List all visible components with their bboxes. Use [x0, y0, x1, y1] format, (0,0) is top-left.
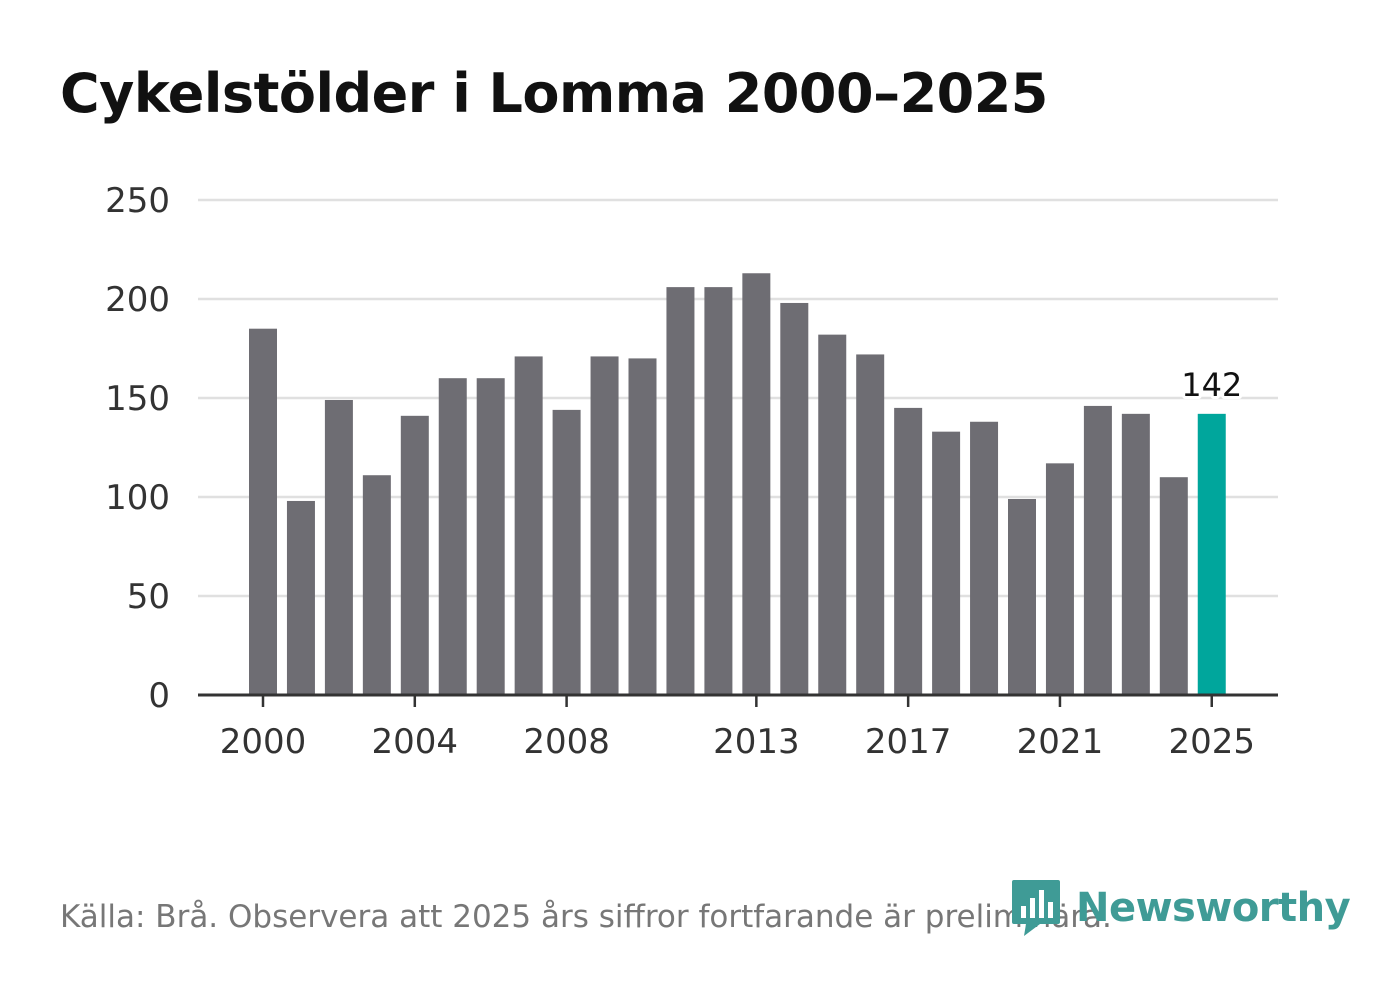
x-tick-label: 2025 — [1168, 722, 1255, 762]
bar-2007 — [514, 356, 543, 695]
bar-2001 — [286, 500, 315, 695]
bar-2011 — [666, 287, 695, 695]
data-labels: 142 — [1178, 363, 1245, 407]
data-label-2025: 142 — [1181, 366, 1242, 404]
bar-2012 — [704, 287, 733, 695]
y-axis-ticks: 0 50 100 150 200 250 — [105, 181, 170, 716]
x-tick-label: 2008 — [523, 722, 610, 762]
bar-2008 — [552, 409, 581, 695]
bar-2019 — [970, 421, 999, 695]
x-tick-label: 2021 — [1017, 722, 1104, 762]
bar-2013 — [742, 273, 771, 695]
bar-2017 — [894, 407, 923, 695]
bar-2014 — [780, 302, 809, 695]
y-tick-label: 0 — [148, 676, 170, 716]
bar-2005 — [438, 378, 467, 695]
bar-2024 — [1159, 477, 1188, 695]
bar-2023 — [1121, 413, 1150, 695]
y-tick-label: 50 — [127, 577, 170, 617]
x-tick-label: 2013 — [713, 722, 800, 762]
bar-2006 — [476, 378, 505, 695]
bar-2004 — [400, 415, 429, 695]
bar-2009 — [590, 356, 619, 695]
bar-2015 — [818, 334, 847, 695]
bar-2003 — [362, 475, 391, 695]
y-tick-label: 250 — [105, 181, 170, 221]
bar-2020 — [1008, 498, 1036, 695]
newsworthy-logo-icon — [1012, 880, 1060, 936]
bar-chart: 0 50 100 150 200 250 2000 2004 2008 2013 2017 2021… — [105, 181, 1278, 762]
bar-2022 — [1083, 405, 1112, 695]
bar-2018 — [932, 431, 961, 695]
bars — [249, 273, 1226, 695]
brand-name: Newsworthy — [1076, 885, 1351, 931]
x-tick-label: 2017 — [865, 722, 952, 762]
y-tick-label: 150 — [105, 379, 170, 419]
bar-2016 — [856, 354, 885, 695]
bar-2010 — [628, 358, 657, 695]
bar-2021 — [1045, 463, 1074, 695]
bar-2002 — [324, 399, 353, 695]
x-tick-label: 2004 — [372, 722, 459, 762]
chart-title: Cykelstölder i Lomma 2000–2025 — [60, 62, 1048, 125]
source-note: Källa: Brå. Observera att 2025 års siffr… — [60, 899, 1112, 935]
x-tick-label: 2000 — [220, 722, 307, 762]
y-tick-label: 200 — [105, 280, 170, 320]
x-axis-ticks: 2000 2004 2008 2013 2017 2021 2025 — [220, 695, 1255, 762]
y-tick-label: 100 — [105, 478, 170, 518]
bar-2025 — [1197, 413, 1226, 695]
gridlines — [198, 198, 1278, 598]
brand-logo[interactable]: Newsworthy — [1010, 878, 1351, 938]
bar-2000 — [249, 328, 277, 695]
